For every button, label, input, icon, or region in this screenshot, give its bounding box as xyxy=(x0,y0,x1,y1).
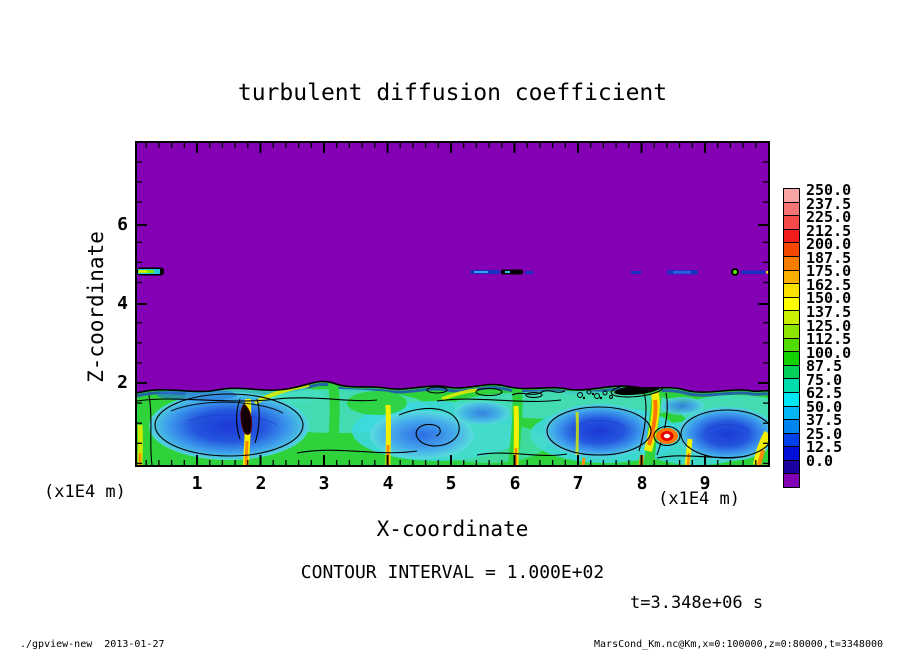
colorbar-box xyxy=(783,310,800,325)
colorbar-tick-label: 150.0 xyxy=(806,289,852,308)
colorbar-tick-label: 50.0 xyxy=(806,397,843,416)
x-tick-label: 9 xyxy=(699,473,711,494)
colorbar-tick-label: 225.0 xyxy=(806,208,852,227)
x-axis-unit: (x1E4 m) xyxy=(658,489,740,509)
detached-streaks xyxy=(137,267,768,276)
colorbar-tick-label: 100.0 xyxy=(806,343,852,362)
colorbar-box xyxy=(783,283,800,298)
x-tick-label: 8 xyxy=(636,473,648,494)
y-tick-label: 2 xyxy=(117,372,128,393)
colorbar xyxy=(783,188,800,489)
footer-source: MarsCond_Km.nc@Km,x=0:100000,z=0:80000,t… xyxy=(594,639,883,650)
colorbar-box xyxy=(783,419,800,434)
colorbar-tick-label: 200.0 xyxy=(806,235,852,254)
colorbar-tick-label: 250.0 xyxy=(806,181,852,199)
colorbar-tick-label: 25.0 xyxy=(806,424,843,443)
y-axis-unit: (x1E4 m) xyxy=(44,482,126,502)
colorbar-tick-label: 137.5 xyxy=(806,302,852,321)
layer-top-contour xyxy=(137,380,768,394)
plot-title: turbulent diffusion coefficient xyxy=(237,80,668,106)
colorbar-tick-label: 12.5 xyxy=(806,438,843,457)
axis-ticks xyxy=(137,143,768,465)
colorbar-box xyxy=(783,446,800,461)
colorbar-box xyxy=(783,405,800,421)
colorbar-tick-label: 125.0 xyxy=(806,316,852,335)
y-tick-label: 6 xyxy=(117,214,128,235)
colorbar-box xyxy=(783,459,800,475)
colorbar-box xyxy=(783,364,800,380)
y-tick-label: 4 xyxy=(117,293,128,314)
colorbar-box xyxy=(783,242,800,257)
mixed-layer xyxy=(137,381,768,465)
colorbar-tick-label: 0.0 xyxy=(806,452,834,470)
colorbar-tick-label: 87.5 xyxy=(806,357,843,376)
time-stamp: t=3.348e+06 s xyxy=(630,593,764,613)
x-tick-label: 1 xyxy=(191,473,203,494)
colorbar-tick-label: 112.5 xyxy=(806,330,852,349)
colorbar-box xyxy=(783,215,800,230)
colorbar-tick-label: 37.5 xyxy=(806,411,843,430)
colorbar-box xyxy=(783,351,800,366)
colorbar-box xyxy=(783,378,800,393)
colorbar-box xyxy=(783,391,800,407)
colorbar-tick-label: 75.0 xyxy=(806,370,843,389)
plot-area xyxy=(135,141,770,467)
colorbar-tick-label: 175.0 xyxy=(806,262,852,281)
colorbar-box xyxy=(783,201,800,217)
x-tick-label: 2 xyxy=(255,473,267,494)
colorbar-box xyxy=(783,432,800,448)
colorbar-box xyxy=(783,337,800,353)
colorbar-tick-label: 212.5 xyxy=(806,221,852,240)
colorbar-box xyxy=(783,269,800,285)
colorbar-tick-label: 62.5 xyxy=(806,384,843,403)
contour-interval-note: CONTOUR INTERVAL = 1.000E+02 xyxy=(300,562,605,583)
colorbar-box xyxy=(783,296,800,312)
contour-plot xyxy=(137,143,768,465)
colorbar-box xyxy=(783,323,800,339)
colorbar-tick-label: 237.5 xyxy=(806,194,852,213)
x-tick-label: 5 xyxy=(445,473,457,494)
colorbar-box xyxy=(783,228,800,244)
colorbar-tick-label: 187.5 xyxy=(806,248,852,267)
x-axis-label: X-coordinate xyxy=(376,517,529,541)
x-tick-label: 3 xyxy=(318,473,330,494)
colorbar-box xyxy=(783,255,800,271)
colorbar-box xyxy=(783,473,800,489)
footer-command: ./gpview-new 2013-01-27 xyxy=(20,639,165,650)
x-tick-label: 4 xyxy=(382,473,394,494)
colorbar-tick-label: 162.5 xyxy=(806,275,852,294)
colorbar-box xyxy=(783,188,800,203)
x-tick-label: 7 xyxy=(572,473,584,494)
x-tick-label: 6 xyxy=(509,473,521,494)
